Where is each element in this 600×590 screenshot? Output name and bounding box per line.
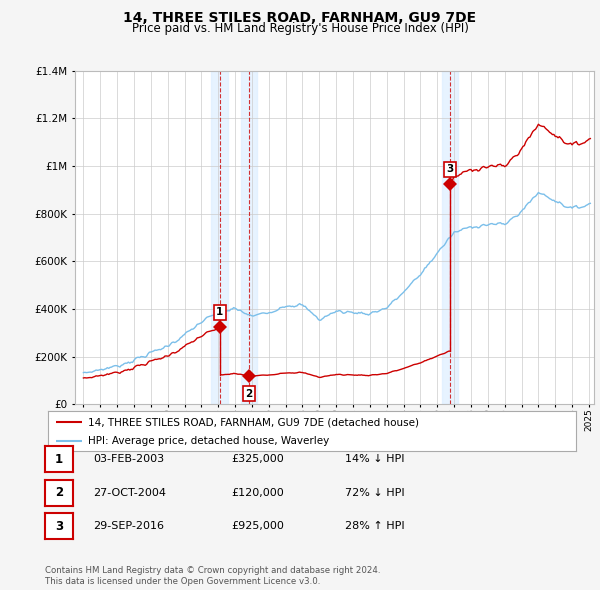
Text: £925,000: £925,000	[231, 522, 284, 531]
Text: Price paid vs. HM Land Registry's House Price Index (HPI): Price paid vs. HM Land Registry's House …	[131, 22, 469, 35]
Text: 29-SEP-2016: 29-SEP-2016	[93, 522, 164, 531]
Text: 2: 2	[55, 486, 63, 499]
Text: HPI: Average price, detached house, Waverley: HPI: Average price, detached house, Wave…	[88, 435, 329, 445]
Text: 3: 3	[446, 165, 454, 175]
Text: Contains HM Land Registry data © Crown copyright and database right 2024.
This d: Contains HM Land Registry data © Crown c…	[45, 566, 380, 586]
Bar	[442, 71, 458, 404]
Text: 28% ↑ HPI: 28% ↑ HPI	[345, 522, 404, 531]
Text: 1: 1	[216, 307, 223, 317]
Text: 14, THREE STILES ROAD, FARNHAM, GU9 7DE (detached house): 14, THREE STILES ROAD, FARNHAM, GU9 7DE …	[88, 417, 419, 427]
Text: 3: 3	[55, 520, 63, 533]
Text: £325,000: £325,000	[231, 454, 284, 464]
Text: 14, THREE STILES ROAD, FARNHAM, GU9 7DE: 14, THREE STILES ROAD, FARNHAM, GU9 7DE	[124, 11, 476, 25]
Text: 14% ↓ HPI: 14% ↓ HPI	[345, 454, 404, 464]
Text: 2: 2	[245, 389, 253, 399]
Bar	[241, 71, 257, 404]
Text: £120,000: £120,000	[231, 488, 284, 497]
Text: 1: 1	[55, 453, 63, 466]
Text: 27-OCT-2004: 27-OCT-2004	[93, 488, 166, 497]
Text: 72% ↓ HPI: 72% ↓ HPI	[345, 488, 404, 497]
Text: 03-FEB-2003: 03-FEB-2003	[93, 454, 164, 464]
Bar	[211, 71, 228, 404]
